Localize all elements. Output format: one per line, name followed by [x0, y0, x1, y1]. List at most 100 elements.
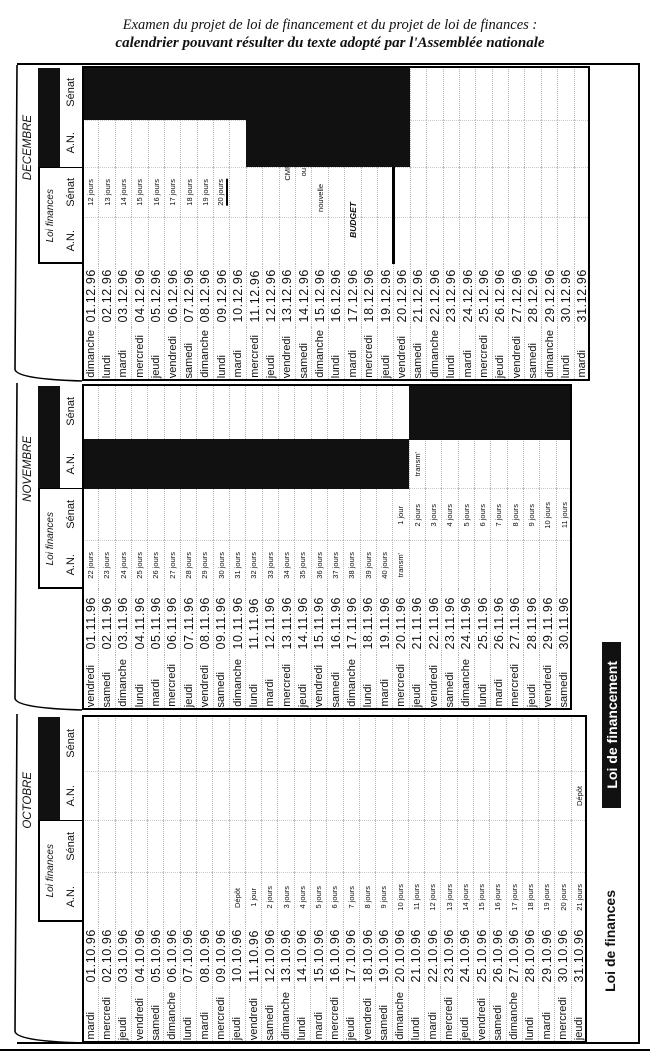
cell-lfss-senat — [442, 66, 459, 120]
cell-lf-an: 24 jours — [114, 540, 131, 590]
date-cell: 14.10.96 — [293, 921, 310, 988]
column-header-text: A.N. — [65, 230, 77, 252]
shaded-period — [82, 66, 410, 121]
cell-lf-an: 13 jours — [440, 872, 457, 922]
cell-lfss-senat — [358, 715, 376, 771]
date-cell: 07.10.96 — [179, 921, 196, 988]
day-name-cell: samedi — [489, 987, 505, 1043]
date-cell: 08.12.96 — [196, 264, 213, 328]
date: 25.10.96 — [474, 928, 489, 983]
day-name: jeudi — [345, 1016, 358, 1040]
date-cell: 25.10.96 — [472, 921, 489, 988]
cell-lfss-an — [229, 119, 246, 167]
day-name-cell: mercredi — [554, 987, 570, 1043]
day-name-cell: mercredi — [98, 987, 114, 1043]
day-name: jeudi — [573, 1016, 586, 1040]
cell-lf-an: 11 jours — [407, 872, 425, 922]
cell-lf-senat — [489, 819, 506, 873]
day-name-cell: samedi — [524, 327, 540, 381]
cell-value: 30 jours — [216, 552, 226, 579]
day-name-cell: mardi — [376, 654, 392, 710]
cell-lf-an: 28 jours — [180, 540, 197, 590]
date: 23.10.96 — [442, 928, 457, 983]
day-name-cell: mardi — [490, 654, 506, 710]
cell-value: 17 jours — [168, 179, 178, 206]
day-name-cell: vendredi — [358, 987, 375, 1043]
cell-lf-senat — [540, 166, 558, 218]
cell-value: nouvelle — [315, 184, 325, 213]
cell-lf-an — [262, 217, 279, 265]
cell-lf-an — [555, 540, 572, 590]
cell-lf-senat — [179, 819, 197, 873]
loi-finances-label: Loi finances — [42, 820, 58, 922]
date-cell: 24.12.96 — [458, 264, 475, 328]
day-name: vendredi — [84, 664, 97, 707]
day-name-cell: samedi — [441, 654, 457, 710]
cell-lfss-senat — [163, 384, 180, 440]
cell-lf-senat — [114, 488, 131, 541]
legend-loi-de-financement-label: Loi de financement — [603, 661, 620, 789]
cell-lf-senat — [344, 166, 361, 218]
cell-lfss-an — [440, 770, 457, 820]
cell-lf-senat: 16 jours — [147, 166, 164, 218]
cell-lfss-an — [538, 770, 555, 820]
cell-lfss-an — [342, 770, 359, 820]
day-name-cell: samedi — [327, 654, 343, 710]
date-cell: 15.12.96 — [311, 264, 327, 328]
date: 06.10.96 — [165, 928, 180, 983]
day-name-cell: lundi — [98, 327, 114, 381]
cell-lf-senat — [196, 488, 213, 541]
date-cell: 30.11.96 — [555, 589, 572, 655]
cell-lf-an: 39 jours — [359, 540, 376, 590]
cell-lfss-senat — [491, 66, 509, 120]
day-name-cell: mardi — [310, 987, 326, 1043]
cell-lfss-senat — [131, 384, 148, 440]
date: 19.11.96 — [377, 597, 392, 650]
cell-lf-an — [196, 217, 214, 265]
day-name: vendredi — [313, 664, 326, 707]
cell-lf-an: 21 jours — [570, 872, 587, 922]
date: 10.11.96 — [230, 597, 245, 650]
cell-lfss-an — [196, 119, 214, 167]
date: 16.10.96 — [327, 928, 342, 983]
cell-lf-senat — [310, 488, 327, 541]
shaded-period — [82, 439, 409, 489]
month-name: DECEMBRE — [22, 115, 34, 181]
cell-lf-senat: 7 jours — [490, 488, 507, 541]
day-name-cell: dimanche — [343, 654, 359, 710]
cell-value: transm' — [396, 553, 406, 578]
day-name: lundi — [559, 354, 572, 378]
column-header-lf_senat: Sénat — [61, 488, 81, 540]
cell-lfss-senat — [424, 715, 441, 771]
cell-lf-senat — [147, 488, 164, 541]
day-name-cell: samedi — [295, 327, 311, 381]
cell-lfss-an — [196, 770, 213, 820]
cell-lf-senat — [524, 166, 541, 218]
cell-value: 13 jours — [102, 179, 112, 206]
day-name-cell: lundi — [245, 654, 261, 710]
cell-value: 18 jours — [184, 179, 194, 206]
day-name-cell: mercredi — [392, 654, 408, 710]
date-cell: 28.10.96 — [521, 921, 538, 988]
cell-lf-an — [212, 872, 229, 922]
date-cell: 02.10.96 — [98, 921, 114, 988]
day-name: jeudi — [411, 683, 424, 707]
cell-lf-an: 22 jours — [82, 540, 99, 590]
day-name: mardi — [378, 679, 391, 707]
column-header-text: A.N. — [65, 784, 77, 807]
cell-lf-an — [474, 540, 491, 590]
cell-lf-an — [131, 217, 148, 265]
cell-lfss-an — [213, 119, 230, 167]
cell-lf-an: 31 jours — [229, 540, 246, 590]
day-name: vendredi — [396, 335, 409, 378]
date: 07.12.96 — [182, 268, 196, 323]
date-cell: 26.11.96 — [490, 589, 506, 655]
date-cell: 13.10.96 — [277, 921, 293, 988]
date: 10.12.96 — [231, 268, 246, 323]
cell-lfss-an — [426, 119, 443, 167]
cell-lf-an: 2 jours — [261, 872, 278, 922]
day-name-cell: dimanche — [505, 987, 522, 1043]
day-name: mardi — [576, 350, 589, 378]
day-name: dimanche — [117, 659, 130, 707]
date-cell: 29.12.96 — [540, 264, 557, 328]
